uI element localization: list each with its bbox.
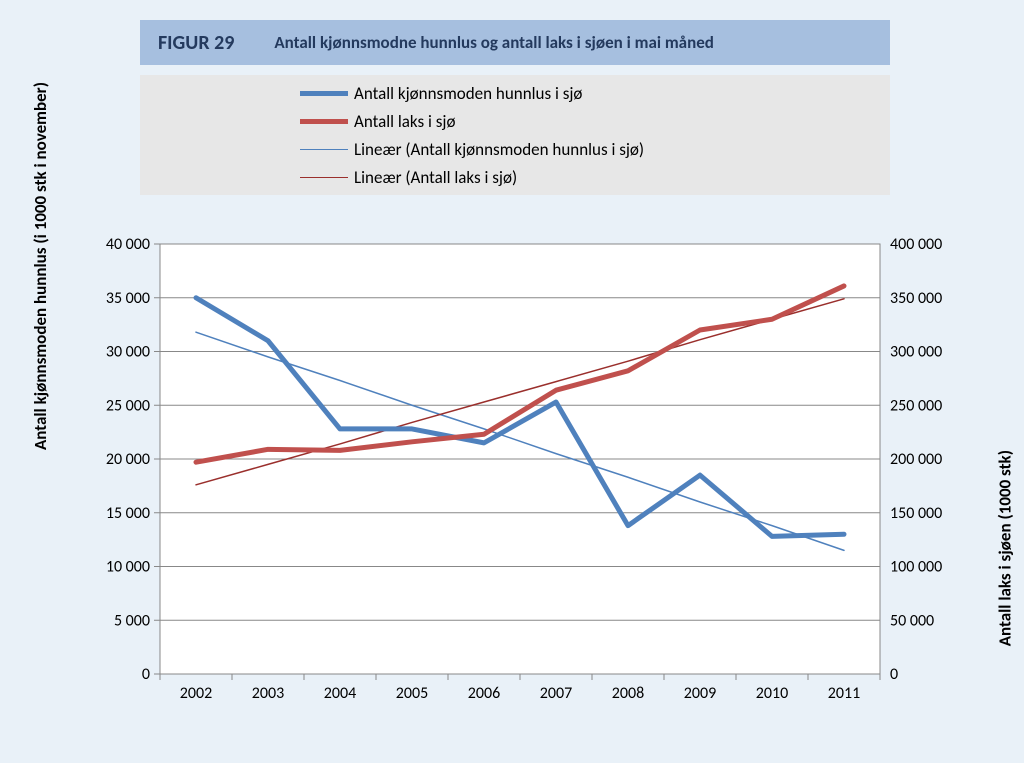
svg-text:15 000: 15 000 [106, 504, 150, 523]
legend-swatch [300, 149, 348, 150]
legend-swatch [300, 119, 348, 124]
svg-text:2010: 2010 [756, 684, 788, 703]
svg-text:2003: 2003 [252, 684, 284, 703]
svg-text:40 000: 40 000 [106, 235, 150, 254]
svg-text:200 000: 200 000 [890, 450, 942, 469]
svg-text:2011: 2011 [828, 684, 860, 703]
legend-label: Antall kjønnsmoden hunnlus i sjø [354, 83, 582, 104]
legend-item: Antall kjønnsmoden hunnlus i sjø [300, 79, 890, 107]
svg-text:10 000: 10 000 [106, 558, 150, 577]
svg-text:2008: 2008 [612, 684, 644, 703]
svg-text:250 000: 250 000 [890, 396, 942, 415]
svg-text:20 000: 20 000 [106, 450, 150, 469]
svg-text:50 000: 50 000 [890, 611, 934, 630]
figure-29-chart: FIGUR 29 Antall kjønnsmodne hunnlus og a… [0, 0, 1024, 763]
legend-label: Lineær (Antall laks i sjø) [354, 167, 517, 188]
svg-text:350 000: 350 000 [890, 289, 942, 308]
title-bar: FIGUR 29 Antall kjønnsmodne hunnlus og a… [140, 20, 890, 65]
legend-swatch [300, 91, 348, 96]
legend-item: Lineær (Antall laks i sjø) [300, 163, 890, 191]
legend-item: Lineær (Antall kjønnsmoden hunnlus i sjø… [300, 135, 890, 163]
y-axis-right-label: Antall laks i sjøen (1000 stk) [994, 450, 1015, 646]
svg-text:30 000: 30 000 [106, 343, 150, 362]
svg-text:150 000: 150 000 [890, 504, 942, 523]
y-axis-left-label: Antall kjønnsmoden hunnlus (i 1000 stk i… [30, 82, 51, 450]
svg-text:100 000: 100 000 [890, 558, 942, 577]
svg-text:0: 0 [890, 665, 898, 684]
svg-text:2004: 2004 [324, 684, 356, 703]
svg-text:25 000: 25 000 [106, 396, 150, 415]
svg-text:0: 0 [142, 665, 150, 684]
chart-plot: 0 0 5 000 50 000 10 000 100 000 15 000 150 000 2… [70, 224, 960, 734]
legend: Antall kjønnsmoden hunnlus i sjø Antall … [140, 75, 890, 195]
svg-text:35 000: 35 000 [106, 289, 150, 308]
svg-text:2007: 2007 [540, 684, 572, 703]
figure-number: FIGUR 29 [158, 31, 234, 55]
legend-item: Antall laks i sjø [300, 107, 890, 135]
legend-label: Lineær (Antall kjønnsmoden hunnlus i sjø… [354, 139, 644, 160]
svg-text:2002: 2002 [180, 684, 212, 703]
figure-subtitle: Antall kjønnsmodne hunnlus og antall lak… [274, 32, 714, 53]
svg-text:5 000: 5 000 [114, 611, 150, 630]
svg-text:400 000: 400 000 [890, 235, 942, 254]
svg-text:2005: 2005 [396, 684, 428, 703]
svg-text:2009: 2009 [684, 684, 716, 703]
legend-label: Antall laks i sjø [354, 111, 455, 132]
svg-text:2006: 2006 [468, 684, 500, 703]
svg-text:300 000: 300 000 [890, 343, 942, 362]
legend-swatch [300, 177, 348, 178]
